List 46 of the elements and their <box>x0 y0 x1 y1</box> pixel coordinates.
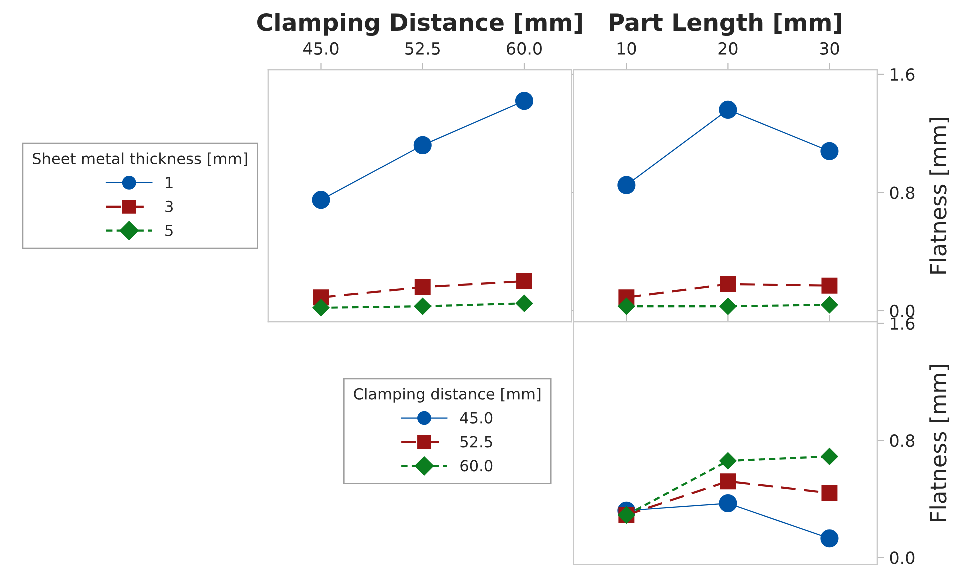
x-tick-label: 30 <box>820 42 840 56</box>
point <box>719 100 738 119</box>
y-tick-label: 0.8 <box>890 186 915 200</box>
point <box>719 494 738 513</box>
legend-title: Clamping distance [mm] <box>354 388 541 403</box>
legend-label: 60.0 <box>460 460 493 472</box>
legend-label: 5 <box>166 225 173 236</box>
point <box>515 92 534 110</box>
point <box>820 530 839 548</box>
point <box>822 278 838 294</box>
x-tick-label: 10 <box>618 42 636 56</box>
x-tick-label: 60.0 <box>507 42 542 56</box>
y-axis-title: Flatness [mm] <box>930 118 950 274</box>
point <box>720 276 736 292</box>
point <box>820 142 839 160</box>
legend-label: 3 <box>166 200 173 212</box>
point <box>312 191 330 210</box>
y-tick-label: 0.8 <box>890 434 915 448</box>
point <box>516 295 534 312</box>
legend-label: 1 <box>166 177 173 188</box>
legend-label: 52.5 <box>460 436 492 448</box>
legend-title: Sheet metal thickness [mm] <box>33 152 248 166</box>
x-tick-label: 52.5 <box>406 42 440 56</box>
point <box>720 452 737 470</box>
y-tick-label: 0.0 <box>890 552 915 564</box>
y-tick-label: 1.6 <box>891 317 915 330</box>
x-axis-title: Clamping Distance [mm] <box>258 13 582 36</box>
x-tick-label: 20 <box>718 42 738 56</box>
point <box>720 298 737 316</box>
y-axis-title: Flatness [mm] <box>930 365 950 522</box>
point <box>516 273 532 290</box>
y-tick-label: 0.0 <box>890 304 915 318</box>
point <box>414 279 431 296</box>
point <box>618 298 636 316</box>
point <box>821 448 838 466</box>
point <box>821 296 838 314</box>
point <box>822 485 838 502</box>
y-tick-label: 1.6 <box>891 68 915 82</box>
point <box>312 299 330 317</box>
legend-label: 45.0 <box>460 412 493 424</box>
point <box>720 474 736 490</box>
point <box>618 176 636 194</box>
point <box>414 136 432 154</box>
x-axis-title: Part Length [mm] <box>610 13 842 36</box>
point <box>414 298 432 316</box>
x-tick-label: 45.0 <box>304 42 339 56</box>
